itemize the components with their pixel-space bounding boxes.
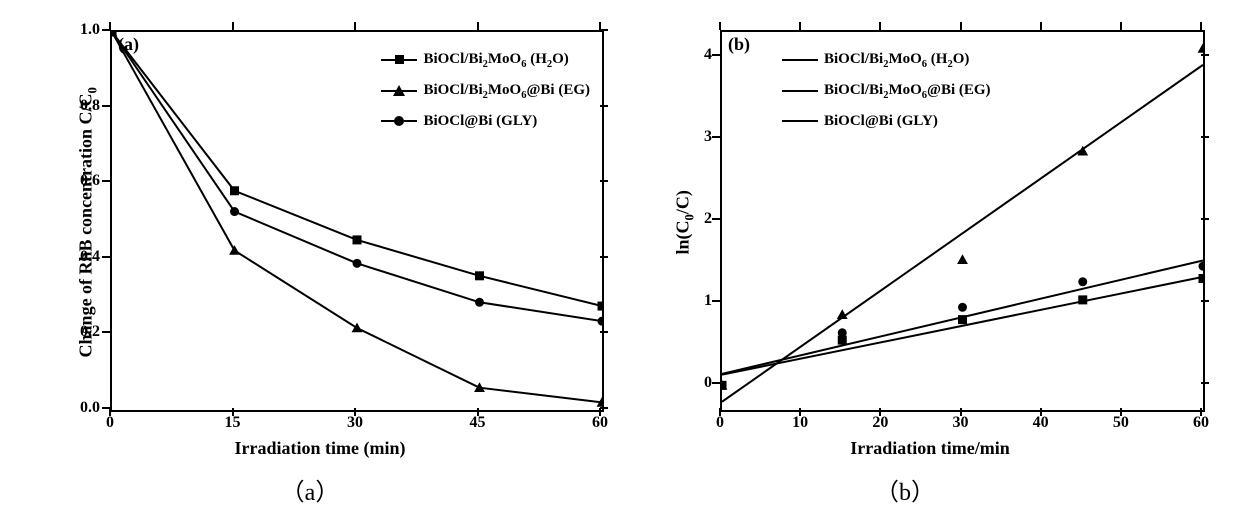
xlabel-a: Irradiation time (min) bbox=[235, 438, 406, 459]
figure-container: (a) BiOCl/Bi2MoO6 (H2O) BiOCl/Bi2MoO6@Bi… bbox=[0, 0, 1240, 513]
panel-a: (a) BiOCl/Bi2MoO6 (H2O) BiOCl/Bi2MoO6@Bi… bbox=[20, 10, 620, 460]
plot-svg-a bbox=[112, 32, 602, 410]
caption-a: （a） bbox=[281, 472, 340, 507]
panel-b: (b) BiOCl/Bi2MoO6 (H2O) BiOCl/Bi2MoO6@Bi… bbox=[640, 10, 1220, 460]
xlabel-b: Irradiation time/min bbox=[850, 438, 1010, 459]
plot-area-b: (b) BiOCl/Bi2MoO6 (H2O) BiOCl/Bi2MoO6@Bi… bbox=[720, 30, 1205, 412]
caption-b: （b） bbox=[875, 472, 935, 507]
plot-area-a: (a) BiOCl/Bi2MoO6 (H2O) BiOCl/Bi2MoO6@Bi… bbox=[110, 30, 604, 412]
plot-svg-b bbox=[722, 32, 1203, 410]
